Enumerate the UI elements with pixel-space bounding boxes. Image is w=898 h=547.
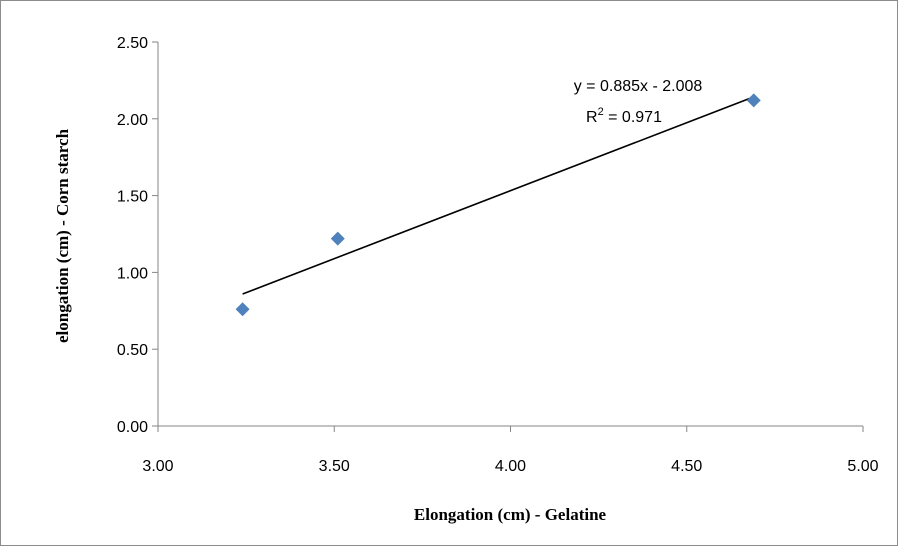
data-point	[746, 93, 761, 108]
x-tick-label: 4.50	[671, 458, 702, 475]
y-tick-label: 2.00	[117, 112, 148, 129]
x-ticks: 3.00 3.50 4.00 4.50 5.00	[142, 426, 879, 475]
y-tick-label: 0.50	[117, 342, 148, 359]
y-axis-title: elongation (cm) - Corn starch	[53, 128, 72, 343]
x-tick-label: 5.00	[847, 458, 878, 475]
trendline-group	[242, 96, 755, 295]
trendline	[242, 96, 755, 295]
x-axis-title: Elongation (cm) - Gelatine	[414, 505, 607, 524]
data-points	[235, 93, 761, 317]
data-point	[330, 231, 345, 246]
y-tick-label: 2.50	[117, 35, 148, 52]
trendline-equation: y = 0.885x - 2.008	[574, 78, 703, 95]
y-tick-label: 1.50	[117, 189, 148, 206]
y-tick-label: 1.00	[117, 265, 148, 282]
x-tick-label: 3.50	[319, 458, 350, 475]
r-squared-label: R2 = 0.971	[586, 106, 662, 126]
data-point	[235, 302, 250, 317]
x-tick-label: 4.00	[495, 458, 526, 475]
y-ticks: 0.00 0.50 1.00 1.50 2.00 2.50	[117, 35, 158, 436]
y-tick-label: 0.00	[117, 419, 148, 436]
x-tick-label: 3.00	[142, 458, 173, 475]
